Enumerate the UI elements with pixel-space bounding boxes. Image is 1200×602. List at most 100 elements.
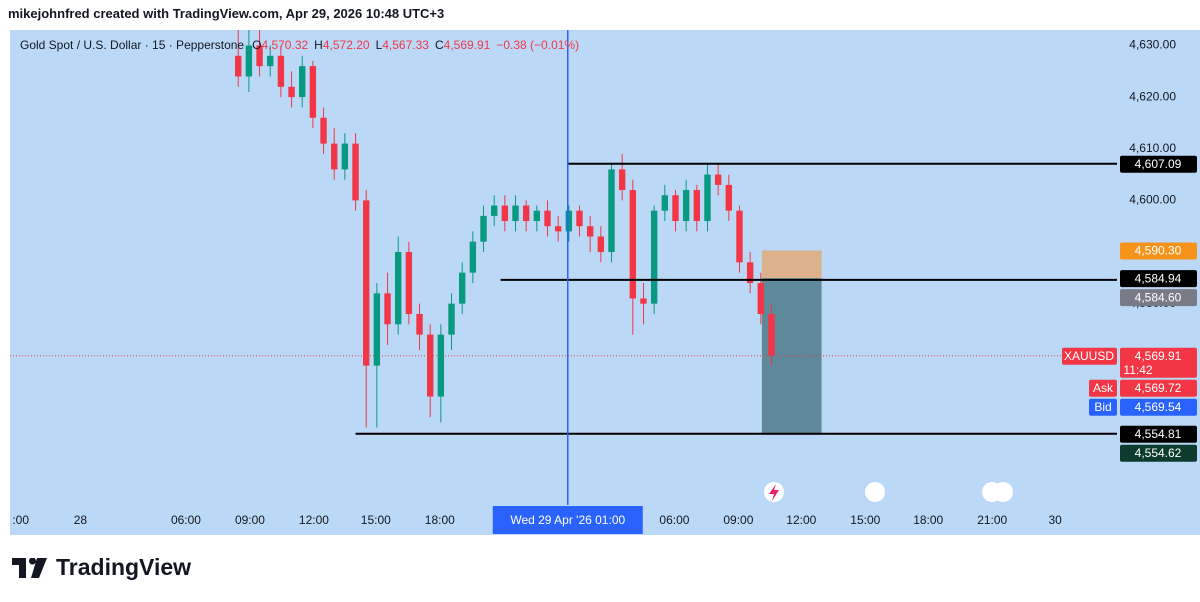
- event-icon[interactable]: [993, 482, 1013, 502]
- legend-value: 4,567.33: [382, 38, 429, 52]
- candle-body: [693, 190, 701, 222]
- candle-body: [363, 200, 370, 366]
- candle-body: [533, 210, 541, 222]
- crosshair-label: Wed 29 Apr '26 01:00: [510, 513, 625, 527]
- candle-body: [544, 210, 551, 227]
- credit: mikejohnfred created with TradingView.co…: [8, 6, 445, 21]
- price-tag-label: 4,569.54: [1135, 400, 1182, 414]
- candle-body: [661, 195, 669, 211]
- candle-body: [629, 190, 637, 299]
- candle-body: [576, 210, 583, 227]
- candle-body: [704, 174, 711, 222]
- candle-body: [288, 86, 295, 98]
- price-tag: [1120, 289, 1197, 307]
- candle-body: [480, 215, 487, 242]
- logo-text: TradingView: [56, 554, 192, 580]
- candle-body: [394, 252, 402, 325]
- candle-body: [320, 117, 327, 144]
- price-tag: [1120, 425, 1197, 443]
- legend-value: 4,570.32: [261, 38, 309, 52]
- chart-background: [10, 30, 1200, 535]
- candle-body: [309, 66, 317, 118]
- candle-body: [341, 143, 349, 170]
- candle-body: [331, 143, 338, 170]
- legend-title: Gold Spot / U.S. Dollar · 15 · Peppersto…: [20, 38, 245, 52]
- price-tag: [1120, 444, 1197, 462]
- candle-body: [522, 205, 530, 222]
- candle-body: [352, 143, 359, 201]
- price-tag: [1120, 242, 1197, 260]
- y-tick-label: 4,600.00: [1129, 193, 1176, 207]
- candle-body: [757, 282, 764, 314]
- price-tag-label: 4,607.09: [1135, 157, 1182, 171]
- legend-key: C: [434, 38, 444, 52]
- candle-body: [267, 55, 274, 67]
- price-tag: [1120, 270, 1197, 288]
- candle-body: [277, 55, 285, 87]
- legend-key: O: [252, 38, 262, 52]
- candle-body: [725, 184, 733, 211]
- legend-key: L: [375, 38, 383, 52]
- candle-body: [490, 205, 498, 216]
- y-tick-label: 4,610.00: [1129, 141, 1176, 155]
- price-tag-label: 4,569.72: [1135, 381, 1182, 395]
- quote-name: Bid: [1094, 400, 1111, 414]
- candle-body: [746, 262, 754, 283]
- candle-body: [437, 334, 445, 397]
- x-tick-label: 18:00: [425, 513, 455, 527]
- x-tick-label: 30: [1048, 513, 1062, 527]
- price-tag-label: 4,554.62: [1135, 446, 1182, 460]
- candle-body: [426, 334, 434, 397]
- price-tag-label: 4,584.94: [1135, 271, 1182, 285]
- price-tag: [1120, 155, 1197, 173]
- event-icon[interactable]: [865, 482, 885, 502]
- x-tick-label: 21:00: [977, 513, 1007, 527]
- x-tick-label: 15:00: [850, 513, 880, 527]
- price-tag-label: 4,569.91: [1135, 349, 1182, 363]
- candle-body: [416, 313, 423, 335]
- x-tick-label: 09:00: [235, 513, 265, 527]
- candle-body: [672, 195, 679, 222]
- symbol-tag: [1062, 347, 1117, 365]
- logo: TradingView: [12, 554, 191, 581]
- position-reward: [761, 278, 822, 435]
- candle-body: [458, 272, 466, 304]
- candle-body: [608, 169, 615, 253]
- position-risk: [761, 250, 822, 279]
- x-tick-label: 12:00: [786, 513, 816, 527]
- candle-body: [469, 241, 477, 273]
- candle-body: [640, 298, 647, 304]
- event-icon-bolt: [769, 484, 779, 501]
- quote-name-tag: [1089, 379, 1117, 397]
- price-tag-label: 4,554.81: [1135, 427, 1182, 441]
- ohlc-legend: Gold Spot / U.S. Dollar · 15 · Peppersto…: [20, 38, 585, 52]
- candle-body: [554, 226, 562, 232]
- x-tick-label: 28: [74, 513, 88, 527]
- candle-body: [373, 293, 381, 366]
- legend-value: 4,569.91: [443, 38, 491, 52]
- legend-key: H: [314, 38, 323, 52]
- price-tag-label: 4,584.60: [1135, 290, 1182, 304]
- candle-body: [682, 190, 690, 222]
- x-tick-label: 06:00: [171, 513, 201, 527]
- candle-body: [235, 55, 242, 77]
- candle-body: [256, 45, 263, 67]
- candle-body: [714, 174, 722, 185]
- candle-body: [565, 210, 573, 232]
- candle-body: [768, 313, 775, 356]
- candle-body: [501, 205, 509, 222]
- x-tick-label: 09:00: [723, 513, 753, 527]
- candle-body: [245, 45, 253, 77]
- price-tag: [1120, 398, 1197, 416]
- candle-body: [512, 205, 519, 222]
- candle-body: [650, 210, 658, 304]
- candle-body: [405, 252, 413, 314]
- legend-change: −0.38 (−0.01%): [496, 38, 580, 52]
- x-tick-label: 15:00: [361, 513, 391, 527]
- logo-mark: [12, 557, 47, 578]
- legend-value: 4,572.20: [322, 38, 370, 52]
- x-tick-label: 06:00: [659, 513, 689, 527]
- countdown: 11:42: [1123, 363, 1152, 377]
